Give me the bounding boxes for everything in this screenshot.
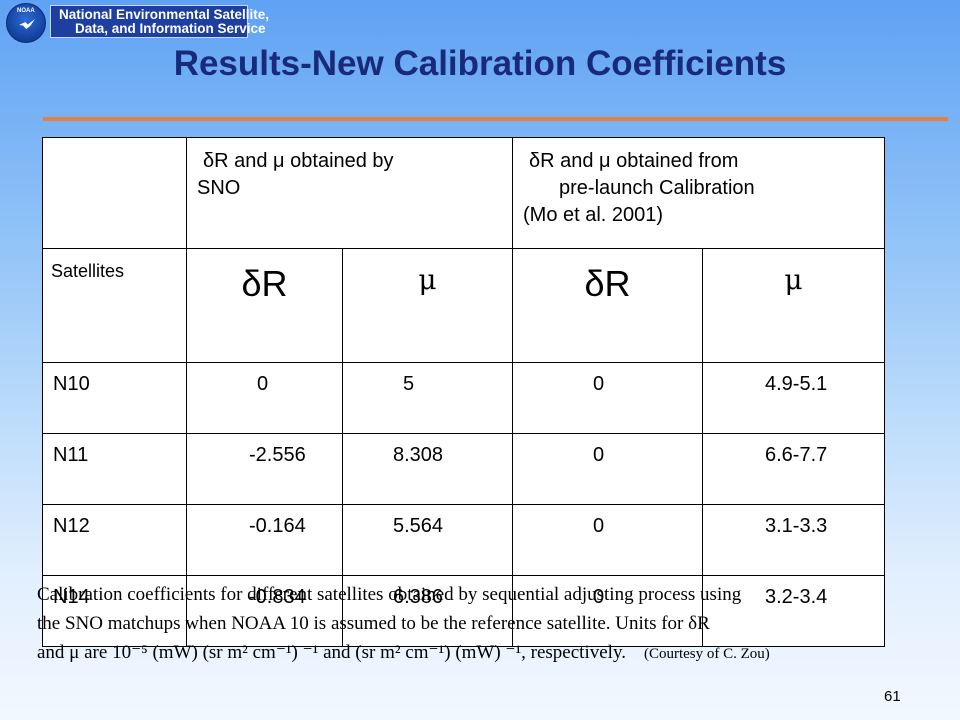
sno-mu-value: 5.564 bbox=[342, 504, 513, 576]
sno-mu-symbol: μ bbox=[342, 248, 513, 363]
table-header-row: δR and μ obtained by SNO δR and μ obtain… bbox=[42, 137, 886, 249]
table-symbol-row: Satellites δR μ δR μ bbox=[42, 248, 886, 363]
prelaunch-delta-r-symbol: δR bbox=[512, 248, 703, 363]
prelaunch-delta-r-value: 0 bbox=[512, 362, 703, 434]
slide-title: Results-New Calibration Coefficients bbox=[173, 44, 787, 83]
noaa-bird-icon bbox=[19, 19, 35, 29]
prelaunch-mu-symbol: μ bbox=[701, 248, 886, 363]
prelaunch-header: δR and μ obtained from pre-launch Calibr… bbox=[511, 137, 886, 249]
sno-delta-r-value: -2.556 bbox=[186, 433, 343, 505]
sno-header-line-2: SNO bbox=[197, 177, 241, 199]
sno-delta-r-value: 0 bbox=[186, 362, 343, 434]
prelaunch-header-line-2: pre-launch Calibration bbox=[559, 177, 755, 199]
prelaunch-header-line-3: (Mo et al. 2001) bbox=[523, 204, 664, 226]
caption-line-1: Calibration coefficients for different s… bbox=[37, 584, 742, 605]
sno-header-line-1: δR and μ obtained by bbox=[203, 150, 394, 172]
satellite-name: N12 bbox=[42, 504, 187, 576]
title-divider bbox=[43, 117, 948, 121]
sno-header: δR and μ obtained by SNO bbox=[186, 137, 513, 249]
prelaunch-delta-r-value: 0 bbox=[512, 575, 703, 647]
table-row: N10 0 5 0 4.9-5.1 bbox=[42, 362, 886, 434]
caption-line-2: the SNO matchups when NOAA 10 is assumed… bbox=[37, 613, 710, 634]
caption-line-3: and μ are 10⁻⁵ (mW) (sr m² cm⁻¹) ⁻¹ and … bbox=[37, 638, 937, 669]
sno-mu-value: 5 bbox=[342, 362, 513, 434]
noaa-logo: NOAA bbox=[6, 3, 46, 43]
courtesy-note: (Courtesy of C. Zou) bbox=[643, 646, 770, 662]
caption-line-3-text: and μ are 10⁻⁵ (mW) (sr m² cm⁻¹) ⁻¹ and … bbox=[37, 642, 626, 663]
prelaunch-mu-value: 6.6-7.7 bbox=[701, 433, 886, 505]
table-row: N11 -2.556 8.308 0 6.6-7.7 bbox=[42, 433, 886, 505]
nesdis-name-box: National Environmental Satellite, Data, … bbox=[50, 5, 269, 38]
table-row: N12 -0.164 5.564 0 3.1-3.3 bbox=[42, 504, 886, 576]
prelaunch-delta-r-value: 0 bbox=[512, 504, 703, 576]
prelaunch-mu-value: 4.9-5.1 bbox=[701, 362, 886, 434]
prelaunch-mu-value: 3.2-3.4 bbox=[701, 575, 886, 647]
sno-mu-value: 8.308 bbox=[342, 433, 513, 505]
empty-corner-cell bbox=[42, 137, 187, 249]
noaa-logo-text: NOAA bbox=[17, 8, 35, 14]
table-row: N14 -0.834 6.386 0 3.2-3.4 bbox=[42, 575, 886, 647]
nesdis-banner: NOAA National Environmental Satellite, D… bbox=[0, 0, 269, 44]
table-caption: Calibration coefficients for different s… bbox=[37, 580, 937, 669]
sno-delta-r-symbol: δR bbox=[186, 248, 343, 363]
satellites-label: Satellites bbox=[42, 248, 187, 363]
prelaunch-delta-r-value: 0 bbox=[512, 433, 703, 505]
sno-delta-r-value: -0.164 bbox=[186, 504, 343, 576]
calibration-table: δR and μ obtained by SNO δR and μ obtain… bbox=[42, 137, 886, 647]
banner-line-1: National Environmental Satellite, bbox=[59, 7, 270, 22]
sno-delta-r-value: -0.834 bbox=[186, 575, 343, 647]
prelaunch-mu-value: 3.1-3.3 bbox=[701, 504, 886, 576]
banner-line-2: Data, and Information Service bbox=[75, 21, 266, 36]
prelaunch-header-line-1: δR and μ obtained from bbox=[529, 150, 739, 172]
page-number: 61 bbox=[884, 688, 901, 705]
satellite-name: N14 bbox=[42, 575, 187, 647]
satellite-name: N11 bbox=[42, 433, 187, 505]
satellite-name: N10 bbox=[42, 362, 187, 434]
